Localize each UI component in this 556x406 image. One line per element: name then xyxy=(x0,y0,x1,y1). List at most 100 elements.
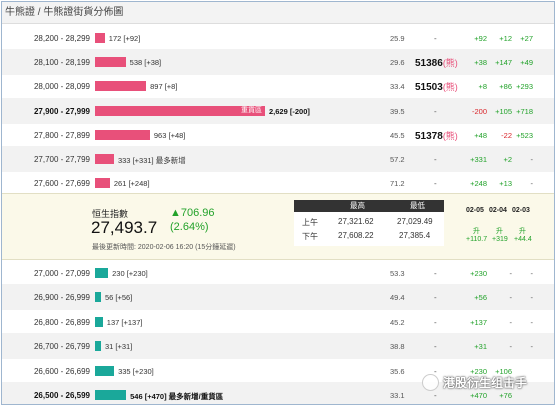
date-3: 02-03 xyxy=(512,207,530,214)
bull-row: 26,600 - 26,699 335 [+230] 35.6 - +230 +106 xyxy=(2,358,554,384)
daily-change-c1: +248 xyxy=(470,179,487,189)
price-range: 27,600 - 27,699 xyxy=(33,179,90,189)
bear-row: 28,200 - 28,299 172 [+92] 25.9 - +92 +12 +27 xyxy=(2,25,554,51)
volume-label: 963 [+48] xyxy=(153,130,186,140)
daily-change-c2: - xyxy=(509,269,513,278)
volume-bar xyxy=(95,33,105,43)
price-range: 26,900 - 26,999 xyxy=(33,293,90,303)
index-change: ▲706.96 xyxy=(170,207,215,219)
bull-row: 26,700 - 26,799 31 [+31] 38.8 - +31 - - xyxy=(2,333,554,360)
volume-bar xyxy=(95,292,101,303)
bear-marker: (熊) xyxy=(442,58,458,69)
strike-empty: - xyxy=(434,155,437,164)
strike-code[interactable]: 51503(熊) xyxy=(415,80,458,93)
strike-number[interactable]: 51386 xyxy=(415,58,443,70)
low-header: 最低 xyxy=(410,201,425,210)
volume-label: 538 [+38] xyxy=(129,58,162,68)
daily-change-c2: - xyxy=(509,293,513,303)
strike-empty: - xyxy=(434,342,437,352)
ratio-value: 35.6 xyxy=(390,366,405,376)
volume-bar xyxy=(95,154,114,164)
daily-change-c1: +38 xyxy=(474,58,487,68)
daily-change-c2: +147 xyxy=(495,58,512,68)
daily-change-c1: +230 xyxy=(470,366,487,376)
bear-row: 27,900 - 27,999 重貨區 2,629 [-200] 39.5 - -200 +… xyxy=(2,97,554,124)
volume-bar xyxy=(95,268,109,278)
ratio-value: 33.1 xyxy=(390,391,405,400)
rise-1: 升 xyxy=(473,228,480,235)
bull-row: 26,500 - 26,599 546 [+470] 最多新增/重貨區 33.1 - +… xyxy=(2,382,554,404)
ratio-value: 49.4 xyxy=(390,293,405,303)
daily-change-c2: +105 xyxy=(495,106,512,116)
volume-bar xyxy=(95,316,103,327)
price-range: 28,100 - 28,199 xyxy=(33,58,90,68)
daily-change-c1: +470 xyxy=(470,391,487,400)
strike-code[interactable]: 51386(熊) xyxy=(415,56,458,69)
high-header: 最高 xyxy=(350,201,365,210)
pm-label: 下午 xyxy=(302,232,318,241)
strike-empty: - xyxy=(434,106,437,116)
strike-empty: - xyxy=(434,366,437,376)
heavy-zone-label: 重貨區 xyxy=(241,106,262,114)
daily-change-c3: +293 xyxy=(516,82,533,92)
daily-change-c3: - xyxy=(530,179,534,189)
volume-label: 172 [+92] xyxy=(108,34,141,43)
volume-label: 335 [+230] xyxy=(118,366,154,376)
am-low: 27,029.49 xyxy=(397,217,433,226)
watermark: 港股衍生组击手 xyxy=(422,372,554,394)
strike-number[interactable]: 51378 xyxy=(415,130,443,142)
bear-row: 27,700 - 27,799 333 [+331] 最多新增 57.2 - +331 +… xyxy=(2,146,554,172)
daily-change-c2: +86 xyxy=(499,82,512,92)
bear-row: 28,000 - 28,099 897 [+8] 33.4 51503(熊) +8 +86… xyxy=(2,73,554,99)
daily-change-c3: - xyxy=(530,269,534,278)
daily-change-c1: -200 xyxy=(471,106,487,116)
strike-empty: - xyxy=(434,391,437,400)
volume-bar xyxy=(95,57,126,68)
wechat-logo-icon xyxy=(422,374,439,391)
daily-change-c3: +718 xyxy=(516,106,533,116)
strike-number[interactable]: 51503 xyxy=(415,82,443,94)
volume-label: 56 [+56] xyxy=(105,293,133,303)
hsi-summary-panel: 恒生指數 27,493.7 ▲706.96 (2.64%) 最後更新時間: 20… xyxy=(2,193,554,260)
daily-change-c2: +106 xyxy=(495,366,512,376)
strike-empty: - xyxy=(434,34,437,43)
bear-marker: (熊) xyxy=(442,130,458,141)
volume-label: 897 [+8] xyxy=(150,82,178,92)
index-change-pct: (2.64%) xyxy=(170,221,209,233)
volume-bar xyxy=(95,81,147,92)
points-1: +110.7 xyxy=(466,236,488,243)
strike-code[interactable]: 51378(熊) xyxy=(415,129,458,142)
ratio-value: 71.2 xyxy=(390,179,405,189)
daily-change-c2: +76 xyxy=(499,391,512,400)
last-updated: 最後更新時間: 2020-02-06 16:20 (15分鐘延遲) xyxy=(92,244,236,251)
volume-label: 230 [+230] xyxy=(112,269,148,278)
daily-change-c1: +48 xyxy=(474,130,487,140)
daily-change-c3: - xyxy=(530,293,534,303)
high-low-body: 上午 27,321.62 27,029.49 下午 27,608.22 27,3… xyxy=(294,212,444,246)
ratio-value: 45.5 xyxy=(390,130,405,140)
volume-bar xyxy=(95,129,150,140)
index-value: 27,493.7 xyxy=(91,218,158,237)
daily-change-c2: +2 xyxy=(503,155,512,164)
bull-row: 26,800 - 26,899 137 [+137] 45.2 - +137 - - xyxy=(2,309,554,335)
daily-change-c3: - xyxy=(530,317,534,327)
am-high: 27,321.62 xyxy=(338,217,374,226)
volume-label: 261 [+248] xyxy=(113,179,150,189)
bear-marker: (熊) xyxy=(442,82,458,93)
daily-change-c2: -22 xyxy=(501,130,512,140)
price-range: 28,200 - 28,299 xyxy=(33,34,90,43)
ratio-value: 57.2 xyxy=(390,155,405,164)
rise-2: 升 xyxy=(496,228,503,235)
volume-bar xyxy=(95,365,115,376)
points-2: +319 xyxy=(492,236,508,243)
volume-bar xyxy=(95,341,101,352)
date-2: 02-04 xyxy=(489,207,507,214)
pm-high: 27,608.22 xyxy=(338,231,374,240)
am-label: 上午 xyxy=(302,218,318,227)
ratio-value: 53.3 xyxy=(390,269,405,278)
price-range: 27,900 - 27,999 xyxy=(33,106,90,116)
high-low-table: 最高 最低 上午 27,321.62 27,029.49 下午 27,608.2… xyxy=(294,200,444,246)
daily-change-c3: +523 xyxy=(516,130,533,140)
volume-label: 137 [+137] xyxy=(106,317,143,327)
daily-change-c2: +12 xyxy=(499,34,512,43)
